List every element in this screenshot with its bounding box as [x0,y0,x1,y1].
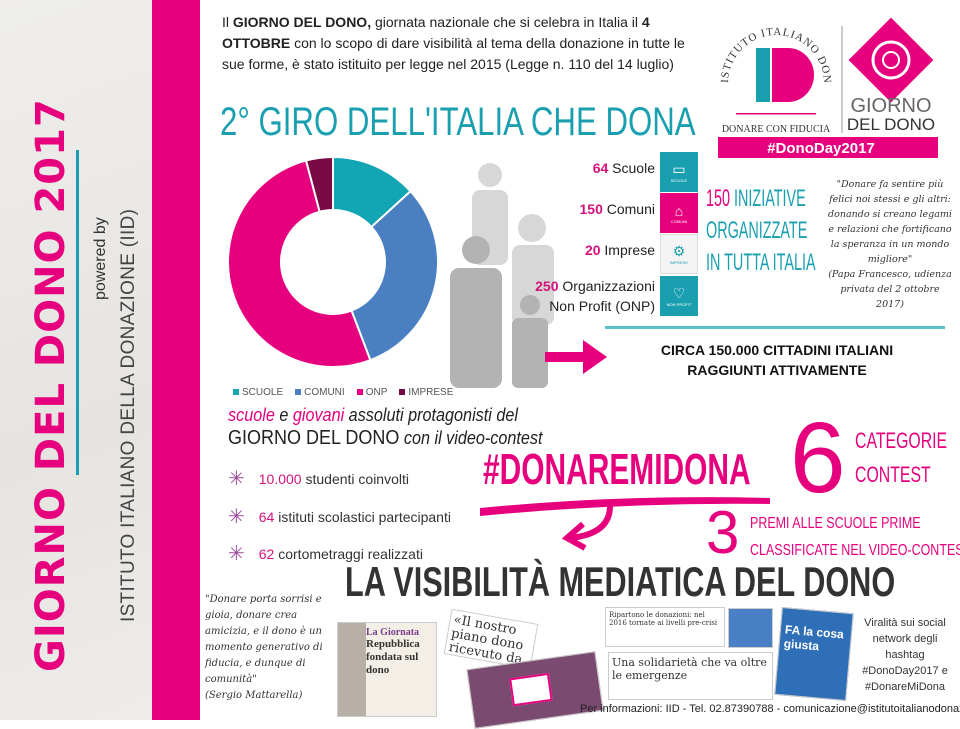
asterisk-icon: ✳ [228,506,245,528]
premi-text: PREMI ALLE SCUOLE PRIME CLASSIFICATE NEL … [750,515,960,559]
chart-legend: SCUOLE COMUNI ONP IMPRESE [233,387,453,398]
hashtag-donaremidona: #DONAREMIDONA [483,445,751,494]
three-number: 3 [706,499,740,566]
tile-comuni: ⌂ COMUNI [660,193,698,233]
legend-label: ONP [365,387,388,398]
donut-slice-comuni [350,189,439,362]
bullet-studenti: ✳ 10.000 studenti coinvolti [228,468,409,490]
legend-label: COMUNI [304,387,345,398]
tile-nonprofit: ♡ NON PROFIT [660,276,698,316]
press-clip: Ripartono le donazioni: nel 2016 tornate… [605,607,725,647]
bullet-cortometraggi: ✳ 62 cortometraggi realizzati [228,543,423,565]
svg-text:GIORNO: GIORNO [850,95,931,117]
press-clip: Una solidarietà che va oltre le emergenz… [608,652,773,700]
legend-item-onp: ONP [356,387,388,398]
svg-text:DEL DONO: DEL DONO [847,115,935,134]
side-title: GIORNO DEL DONO 2017 [28,98,74,672]
donut-chart [227,155,439,368]
video-contest-heading: scuole e giovani assoluti protagonisti d… [228,405,543,449]
stat-imprese: 20 Imprese [584,242,655,258]
tv-photo [728,608,773,648]
heart-icon: ♡ [672,285,686,301]
powered-by: powered by [92,217,109,300]
stat-onp: 250 Organizzazioni Non Profit (ONP) [535,278,655,314]
legend-item-comuni: COMUNI [295,387,345,398]
legend-swatch [233,389,239,396]
legend-label: IMPRESE [408,387,454,398]
legend-swatch [295,389,302,396]
pink-stripe [152,0,200,720]
asterisk-icon: ✳ [228,468,245,490]
building-icon: ⌂ [674,202,684,219]
six-number: 6 [790,402,846,514]
section-title: 2° GIRO DELL'ITALIA CHE DONA [220,100,696,144]
svg-text:#DonoDay2017: #DonoDay2017 [767,140,875,157]
book-icon: ▭ [672,161,686,177]
people-icon [450,163,554,388]
intro-text: Il GIORNO DEL DONO, giornata nazionale c… [222,14,685,72]
divider [605,326,945,329]
bullet-istituti: ✳ 64 istituti scolastici partecipanti [228,506,451,528]
svg-text:DONARE CON FIDUCIA: DONARE CON FIDUCIA [722,124,831,135]
divider [76,150,79,475]
footer-contact: Per informazioni: IID - Tel. 02.87390788… [580,703,960,715]
legend-item-scuole: SCUOLE [233,387,283,398]
viral-text: Viralità sui social network degli hashta… [862,617,948,693]
gears-icon: ⚙ [672,243,686,259]
institute-name: ISTITUTO ITALIANO DELLA DONAZIONE (IID) [118,208,139,622]
legend-label: SCUOLE [242,387,284,398]
arrow-right-icon [545,340,607,374]
legend-swatch [399,389,406,396]
quote-mattarella: "Donare porta sorrisi e gioia, donare cr… [205,594,323,701]
tile-imprese: ⚙ IMPRESE [660,234,698,274]
asterisk-icon: ✳ [228,543,245,565]
tv-photo: FA la cosa giusta [774,607,854,701]
legend-swatch [356,389,363,396]
logo: ISTITUTO ITALIANO DONAZIONE DONARE CON F… [706,8,938,158]
tile-scuole: ▭ SCUOLE [660,152,698,192]
tv-photo [466,651,604,729]
cittadini-text: CIRCA 150.000 CITTADINI ITALIANI RAGGIUNT… [660,342,894,378]
legend-item-imprese: IMPRESE [399,387,453,398]
iniziative-text: 150 INIZIATIVE ORGANIZZATE IN TUTTA ITALIA [706,185,816,276]
quote-papa: "Donare fa sentire più felici noi stessi… [828,179,952,310]
categorie-text: CATEGORIE CONTEST [855,428,948,487]
press-clip: La Giornata Repubblica fondata sul dono [337,622,437,717]
donut-slice-imprese [304,155,334,213]
stat-scuole: 64 Scuole [592,160,655,176]
donut-slice-onp [227,159,372,368]
curved-arrow-icon [480,497,770,551]
visibility-heading: LA VISIBILITÀ MEDIATICA DEL DONO [345,558,896,605]
stat-comuni: 150 Comuni [579,201,656,217]
